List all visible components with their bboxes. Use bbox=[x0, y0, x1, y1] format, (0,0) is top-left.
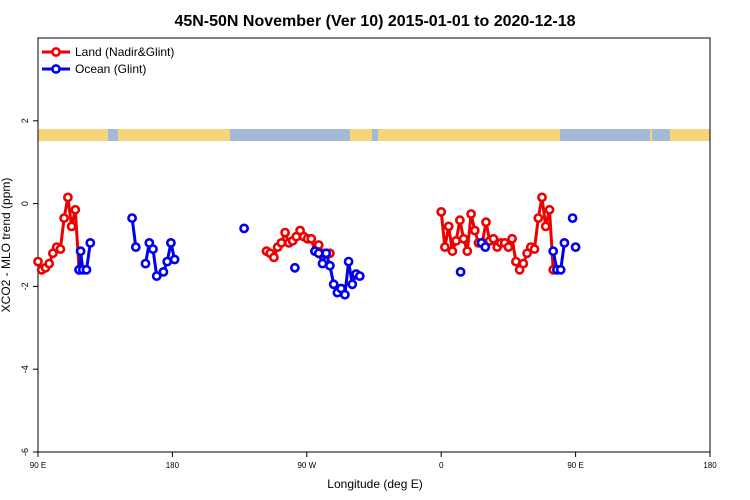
ocean-point-27 bbox=[354, 271, 365, 281]
ocean-point-16 bbox=[313, 248, 324, 259]
series-ocean bbox=[74, 213, 581, 300]
land-point-49 bbox=[518, 258, 529, 269]
x-tick-label-3: 0 bbox=[439, 461, 444, 470]
land-point-0 bbox=[33, 256, 43, 267]
series-layer bbox=[33, 192, 581, 300]
land-point-35 bbox=[466, 209, 476, 219]
land-point-55 bbox=[540, 221, 551, 232]
ocean-point-25 bbox=[347, 279, 358, 290]
ocean-point-3 bbox=[81, 264, 92, 275]
ocean-point-6 bbox=[130, 242, 141, 252]
ocean-point-24 bbox=[343, 256, 354, 267]
land-point-31 bbox=[451, 235, 461, 246]
x-tick-label-4: 90 E bbox=[567, 461, 583, 470]
x-axis: 90 E 180 90 W 0 90 E 180 bbox=[30, 452, 717, 470]
band-ocean-3 bbox=[560, 129, 650, 141]
ocean-point-11 bbox=[158, 266, 169, 277]
land-point-54 bbox=[537, 192, 547, 203]
series-land bbox=[33, 192, 559, 275]
y-tick-label-0: -6 bbox=[20, 448, 30, 456]
land-point-53 bbox=[533, 213, 544, 223]
ocean-point-30 bbox=[548, 246, 559, 257]
ocean-point-20 bbox=[328, 279, 339, 290]
x-tick-label-2: 90 W bbox=[297, 461, 316, 470]
land-point-8 bbox=[63, 192, 73, 203]
y-tick-label-1: -4 bbox=[20, 365, 30, 373]
land-point-32 bbox=[454, 215, 465, 226]
land-point-47 bbox=[511, 256, 521, 267]
band-ocean-1 bbox=[230, 129, 350, 141]
y-tick-label-3: 0 bbox=[20, 201, 30, 206]
legend: Land (Nadir&Glint) Ocean (Glint) bbox=[42, 45, 174, 76]
land-point-16 bbox=[276, 237, 287, 248]
ocean-point-10 bbox=[151, 271, 162, 281]
land-ocean-band bbox=[38, 129, 710, 141]
y-tick-label-2: -2 bbox=[20, 282, 30, 290]
ocean-point-5 bbox=[127, 213, 137, 223]
ocean-point-36 bbox=[455, 266, 466, 277]
land-point-24 bbox=[306, 233, 317, 244]
y-axis: -6 -4 -2 0 2 bbox=[20, 118, 38, 456]
ocean-point-29 bbox=[480, 242, 491, 252]
land-point-27 bbox=[436, 206, 447, 217]
land-point-10 bbox=[70, 204, 81, 215]
ocean-point-7 bbox=[140, 258, 151, 269]
band-ocean-2 bbox=[372, 129, 378, 141]
land-point-36 bbox=[469, 225, 480, 236]
land-point-45 bbox=[503, 242, 514, 252]
x-axis-label: Longitude (deg E) bbox=[327, 477, 422, 491]
ocean-point-38 bbox=[570, 242, 581, 252]
ocean-point-9 bbox=[148, 244, 158, 254]
land-point-56 bbox=[544, 204, 555, 215]
x-tick-label-5: 180 bbox=[703, 461, 717, 470]
x-tick-label-1: 180 bbox=[166, 461, 180, 470]
land-point-17 bbox=[280, 227, 290, 238]
legend-ocean-marker bbox=[51, 64, 61, 74]
ocean-line-3 bbox=[161, 241, 177, 273]
ocean-point-4 bbox=[85, 237, 96, 248]
land-point-7 bbox=[59, 213, 69, 223]
ocean-point-37 bbox=[567, 213, 578, 223]
ocean-point-32 bbox=[555, 264, 566, 275]
ocean-point-14 bbox=[169, 254, 180, 265]
land-point-52 bbox=[529, 244, 540, 254]
plot-frame bbox=[37, 37, 711, 453]
y-axis-label: XCO2 - MLO trend (ppm) bbox=[0, 178, 13, 313]
ocean-point-33 bbox=[559, 237, 570, 248]
land-point-33 bbox=[458, 233, 469, 244]
land-point-6 bbox=[55, 244, 66, 254]
legend-ocean-label: Ocean (Glint) bbox=[75, 62, 146, 76]
land-point-30 bbox=[447, 246, 458, 257]
ocean-point-1 bbox=[75, 246, 86, 257]
ocean-point-19 bbox=[324, 260, 335, 271]
chart-title: 45N-50N November (Ver 10) 2015-01-01 to … bbox=[174, 13, 575, 30]
legend-land-label: Land (Nadir&Glint) bbox=[75, 45, 174, 59]
ocean-point-13 bbox=[165, 237, 176, 248]
land-point-34 bbox=[462, 246, 473, 257]
land-point-14 bbox=[268, 252, 279, 263]
band-ocean-0 bbox=[108, 129, 118, 141]
land-point-29 bbox=[443, 221, 454, 232]
land-point-39 bbox=[481, 217, 491, 228]
legend-land-marker bbox=[51, 47, 61, 57]
ocean-point-35 bbox=[289, 262, 300, 273]
land-point-28 bbox=[439, 242, 450, 252]
land-point-41 bbox=[488, 233, 499, 244]
land-point-3 bbox=[44, 258, 55, 269]
x-tick-label-0: 90 E bbox=[30, 461, 46, 470]
ocean-point-23 bbox=[339, 289, 350, 300]
ocean-point-34 bbox=[239, 223, 249, 234]
land-line-2 bbox=[439, 195, 555, 272]
land-point-46 bbox=[507, 233, 517, 244]
ocean-point-18 bbox=[321, 248, 332, 259]
land-point-9 bbox=[66, 221, 77, 232]
y-tick-label-4: 2 bbox=[20, 118, 30, 123]
band-ocean-4 bbox=[652, 129, 670, 141]
